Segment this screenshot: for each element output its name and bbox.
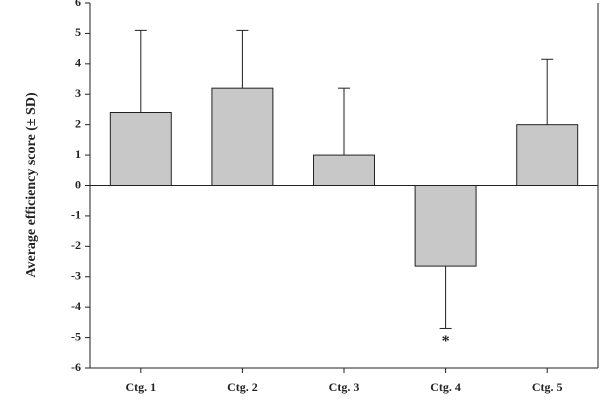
y-tick-label: -2: [71, 238, 81, 252]
y-tick-label: -4: [71, 299, 81, 313]
annotation: *: [442, 333, 450, 350]
bar: [211, 87, 274, 186]
y-tick-label: 1: [75, 147, 81, 161]
x-tick-label: Ctg. 3: [329, 380, 360, 394]
y-tick-label: -6: [71, 360, 81, 374]
bar: [516, 124, 579, 186]
y-tick-label: 6: [75, 0, 81, 9]
y-tick-label: 3: [75, 86, 81, 100]
y-tick-label: 4: [75, 56, 81, 70]
x-tick-label: Ctg. 4: [430, 380, 461, 394]
x-tick-label: Ctg. 2: [227, 380, 258, 394]
bar: [313, 154, 375, 186]
y-tick-label: -3: [71, 269, 81, 283]
y-tick-label: 2: [75, 116, 81, 130]
y-tick-label: -1: [71, 208, 81, 222]
y-tick-label: 5: [75, 25, 81, 39]
x-tick-label: Ctg. 1: [125, 380, 156, 394]
bar: [414, 185, 477, 267]
x-tick-label: Ctg. 5: [532, 380, 563, 394]
bar: [109, 112, 172, 186]
y-tick-label: -5: [71, 329, 81, 343]
y-axis-label: Average efficiency score (± SD): [24, 92, 39, 278]
y-tick-label: 0: [75, 177, 81, 191]
